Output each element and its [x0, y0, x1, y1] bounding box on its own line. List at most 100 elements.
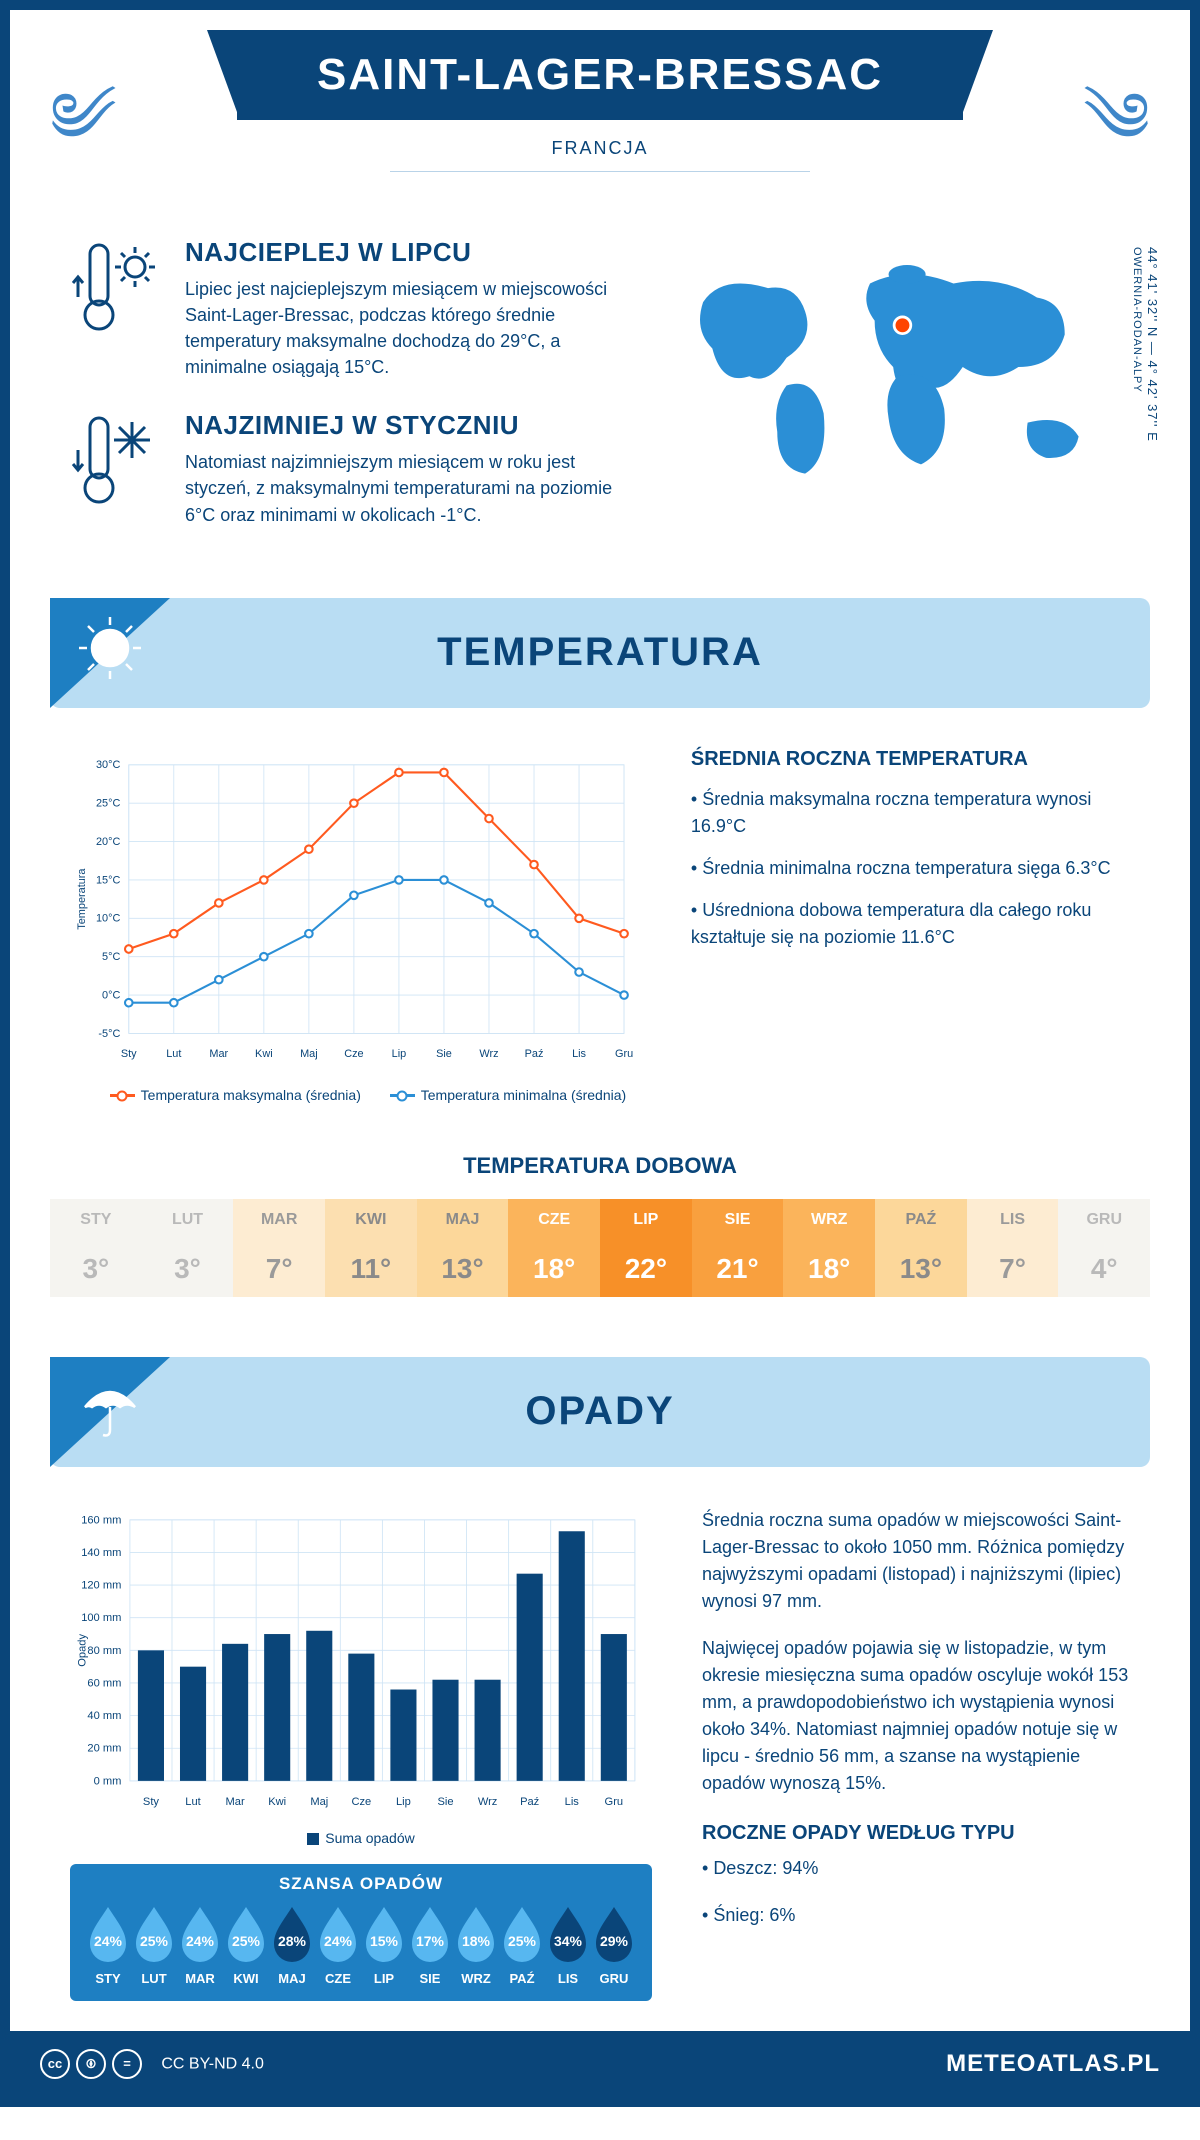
precip-type-heading: ROCZNE OPADY WEDŁUG TYPU: [702, 1822, 1130, 1845]
svg-text:25%: 25%: [232, 1933, 261, 1949]
rain-chance-drop: 25% PAŹ: [499, 1904, 545, 1986]
precip-banner: OPADY: [50, 1357, 1150, 1467]
license-badges: cc🅯= CC BY-ND 4.0: [40, 2049, 264, 2080]
daily-temp-value: 13°: [875, 1241, 967, 1297]
svg-text:20 mm: 20 mm: [87, 1742, 121, 1754]
svg-text:Wrz: Wrz: [478, 1796, 498, 1808]
intro-section: NAJCIEPLEJ W LIPCU Lipiec jest najcieple…: [10, 207, 1190, 598]
daily-temp-value: 3°: [142, 1241, 234, 1297]
svg-text:24%: 24%: [94, 1933, 123, 1949]
precip-paragraph: Najwięcej opadów pojawia się w listopadz…: [702, 1635, 1130, 1797]
svg-text:10°C: 10°C: [96, 912, 120, 924]
daily-temp-table: TEMPERATURA DOBOWA STYLUTMARKWIMAJCZELIP…: [50, 1153, 1150, 1297]
rain-chance-panel: SZANSA OPADÓW 24% STY 25% LUT 24: [70, 1864, 652, 2001]
daily-temp-month: GRU: [1058, 1199, 1150, 1241]
temp-chart-legend: Temperatura maksymalna (średnia) Tempera…: [70, 1087, 641, 1103]
wind-icon: ༄: [1083, 40, 1150, 237]
precip-section: 0 mm 20 mm 40 mm 60 mm 80 mm 100 mm 120 mm 140 …: [10, 1467, 1190, 2031]
infographic-frame: ༄ ༄ SAINT-LAGER-BRESSAC FRANCJA: [0, 0, 1200, 2107]
footer: cc🅯= CC BY-ND 4.0 METEOATLAS.PL: [10, 2031, 1190, 2098]
rain-chance-drop: 34% LIS: [545, 1904, 591, 1986]
svg-text:0 mm: 0 mm: [94, 1775, 122, 1787]
coldest-body: Natomiast najzimniejszym miesiącem w rok…: [185, 449, 626, 527]
daily-temp-month: WRZ: [783, 1199, 875, 1241]
temp-text-heading: ŚREDNIA ROCZNA TEMPERATURA: [691, 748, 1130, 771]
svg-text:28%: 28%: [278, 1933, 307, 1949]
precip-bar-chart: 0 mm 20 mm 40 mm 60 mm 80 mm 100 mm 120 mm 140 …: [70, 1507, 652, 1815]
svg-text:24%: 24%: [186, 1933, 215, 1949]
svg-text:100 mm: 100 mm: [81, 1612, 121, 1624]
precip-heading: OPADY: [525, 1389, 674, 1434]
daily-temp-value: 21°: [692, 1241, 784, 1297]
svg-text:Lut: Lut: [185, 1796, 200, 1808]
svg-text:Gru: Gru: [615, 1048, 633, 1060]
daily-temp-heading: TEMPERATURA DOBOWA: [50, 1153, 1150, 1179]
coldest-fact: NAJZIMNIEJ W STYCZNIU Natomiast najzimni…: [70, 410, 626, 527]
svg-text:Lis: Lis: [565, 1796, 580, 1808]
thermometer-snow-icon: [70, 410, 160, 527]
svg-text:25%: 25%: [140, 1933, 169, 1949]
world-map: [666, 237, 1130, 497]
svg-text:5°C: 5°C: [102, 951, 120, 963]
svg-text:Lip: Lip: [396, 1796, 411, 1808]
temperature-line-chart: -5°C0°C5°C10°C15°C20°C25°C30°CStyLutMarK…: [70, 748, 641, 1067]
rain-chance-drop: 29% GRU: [591, 1904, 637, 1986]
site-name: METEOATLAS.PL: [946, 2050, 1160, 2078]
daily-temp-value: 7°: [967, 1241, 1059, 1297]
svg-text:Sie: Sie: [437, 1796, 453, 1808]
precip-type-bullet: • Śnieg: 6%: [702, 1902, 1130, 1929]
temp-bullet: • Uśredniona dobowa temperatura dla całe…: [691, 897, 1130, 951]
temp-bullet: • Średnia minimalna roczna temperatura s…: [691, 855, 1130, 882]
svg-text:15°C: 15°C: [96, 874, 120, 886]
daily-temp-month: MAR: [233, 1199, 325, 1241]
daily-temp-month: LIS: [967, 1199, 1059, 1241]
temperature-banner: TEMPERATURA: [50, 598, 1150, 708]
temperature-heading: TEMPERATURA: [437, 630, 763, 675]
daily-temp-value: 22°: [600, 1241, 692, 1297]
daily-temp-value: 13°: [417, 1241, 509, 1297]
rain-chance-drop: 25% KWI: [223, 1904, 269, 1986]
daily-temp-month: MAJ: [417, 1199, 509, 1241]
svg-text:Opady: Opady: [76, 1633, 88, 1666]
daily-temp-month: LUT: [142, 1199, 234, 1241]
precip-chart-legend: Suma opadów: [70, 1830, 652, 1846]
svg-text:Maj: Maj: [300, 1048, 318, 1060]
hottest-fact: NAJCIEPLEJ W LIPCU Lipiec jest najcieple…: [70, 237, 626, 380]
thermometer-sun-icon: [70, 237, 160, 380]
rain-chance-drop: 18% WRZ: [453, 1904, 499, 1986]
svg-text:80 mm: 80 mm: [87, 1644, 121, 1656]
svg-text:25°C: 25°C: [96, 797, 120, 809]
svg-text:-5°C: -5°C: [98, 1027, 120, 1039]
svg-text:Kwi: Kwi: [255, 1048, 273, 1060]
svg-text:Lut: Lut: [166, 1048, 181, 1060]
rain-chance-drop: 24% MAR: [177, 1904, 223, 1986]
svg-text:Temperatura: Temperatura: [76, 867, 88, 929]
svg-text:25%: 25%: [508, 1933, 537, 1949]
svg-text:Kwi: Kwi: [268, 1796, 286, 1808]
svg-text:Paź: Paź: [520, 1796, 539, 1808]
svg-text:60 mm: 60 mm: [87, 1677, 121, 1689]
location-marker: [894, 317, 911, 334]
svg-text:Sty: Sty: [143, 1796, 159, 1808]
svg-text:Lis: Lis: [572, 1048, 586, 1060]
svg-text:Lip: Lip: [392, 1048, 407, 1060]
svg-text:Cze: Cze: [344, 1048, 363, 1060]
svg-text:40 mm: 40 mm: [87, 1710, 121, 1722]
svg-text:18%: 18%: [462, 1933, 491, 1949]
svg-text:0°C: 0°C: [102, 989, 120, 1001]
sun-icon: [75, 613, 145, 688]
daily-temp-value: 4°: [1058, 1241, 1150, 1297]
svg-text:20°C: 20°C: [96, 836, 120, 848]
daily-temp-value: 7°: [233, 1241, 325, 1297]
rain-chance-drop: 24% CZE: [315, 1904, 361, 1986]
svg-text:Mar: Mar: [226, 1796, 245, 1808]
precip-type-bullet: • Deszcz: 94%: [702, 1855, 1130, 1882]
wind-icon: ༄: [50, 40, 117, 237]
daily-temp-month: LIP: [600, 1199, 692, 1241]
svg-text:120 mm: 120 mm: [81, 1579, 121, 1591]
header: ༄ ༄ SAINT-LAGER-BRESSAC FRANCJA: [10, 10, 1190, 207]
rain-chance-drop: 24% STY: [85, 1904, 131, 1986]
daily-temp-month: SIE: [692, 1199, 784, 1241]
svg-text:140 mm: 140 mm: [81, 1547, 121, 1559]
svg-text:Maj: Maj: [310, 1796, 328, 1808]
